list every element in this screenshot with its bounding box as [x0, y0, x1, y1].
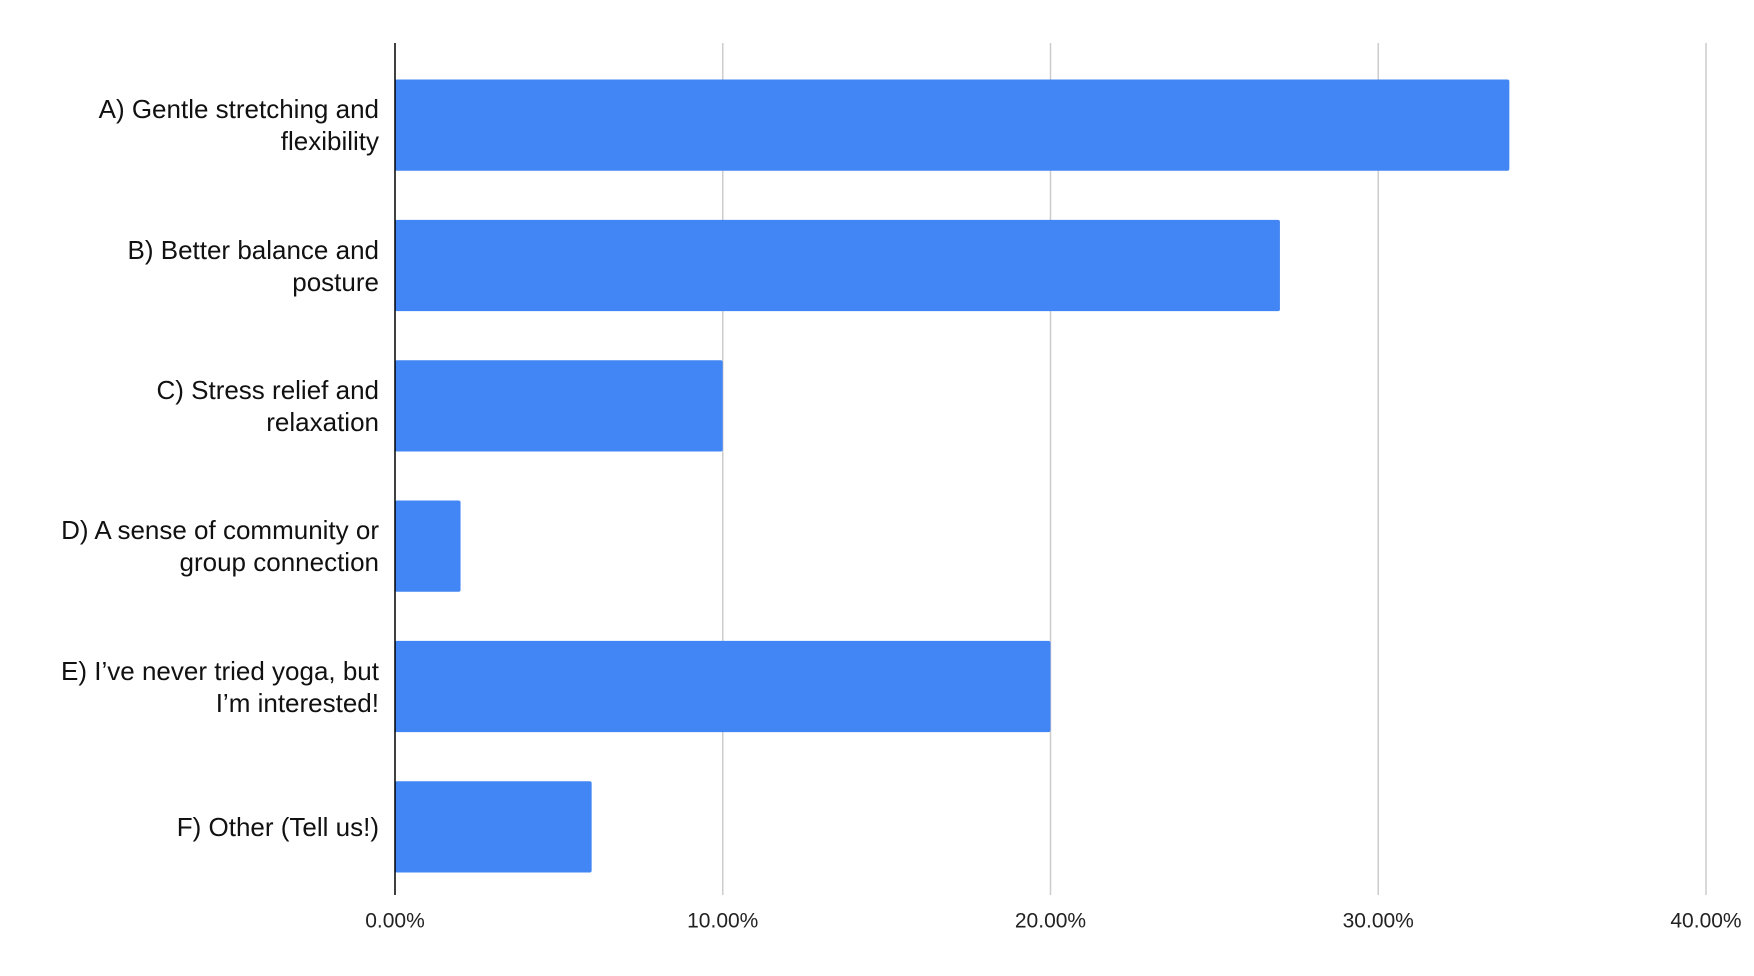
- y-tick-label: B) Better balance and posture: [127, 234, 380, 297]
- y-tick-label: F) Other (Tell us!): [176, 811, 379, 842]
- x-tick-label: 10.00%: [687, 910, 758, 933]
- bar: [395, 360, 723, 452]
- bar: [395, 219, 1280, 312]
- y-tick-label: C) Stress relief and relaxation: [156, 374, 379, 437]
- y-tick-label: D) A sense of community or group connect…: [61, 515, 379, 578]
- y-tick-label: A) Gentle stretching and flexibility: [98, 94, 379, 157]
- x-tick-label: 40.00%: [1670, 910, 1741, 933]
- x-tick-label: 0.00%: [365, 910, 425, 933]
- bar: [395, 781, 592, 873]
- x-tick-label: 30.00%: [1343, 910, 1414, 933]
- bar: [395, 640, 1051, 733]
- bar: [395, 79, 1510, 171]
- x-tick-label: 20.00%: [1015, 910, 1086, 933]
- bar: [395, 500, 461, 592]
- y-tick-label: E) I’ve never tried yoga, but I’m intere…: [61, 655, 379, 718]
